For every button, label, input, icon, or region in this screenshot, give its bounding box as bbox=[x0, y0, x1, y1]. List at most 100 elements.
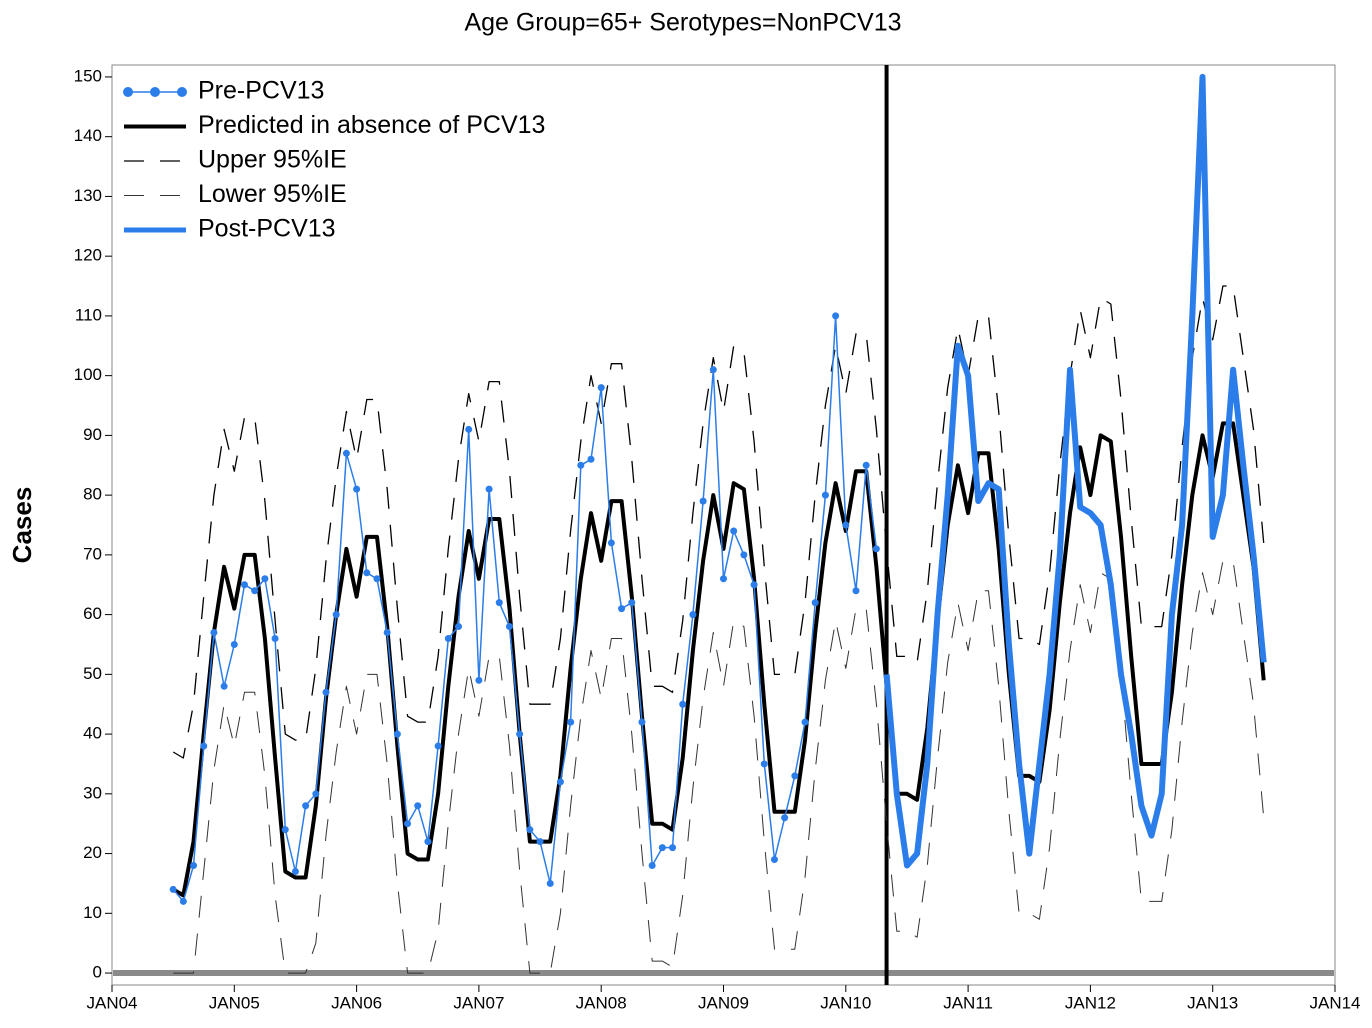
series-marker bbox=[291, 867, 299, 875]
series-marker bbox=[281, 826, 289, 834]
series-marker bbox=[169, 885, 177, 893]
series-marker bbox=[679, 700, 687, 708]
series-marker bbox=[251, 587, 259, 595]
legend-label: Pre-PCV13 bbox=[198, 77, 324, 105]
x-tick-label: JAN06 bbox=[331, 993, 382, 1012]
series-marker bbox=[322, 688, 330, 696]
series-marker bbox=[862, 461, 870, 469]
series-marker bbox=[750, 581, 758, 589]
series-marker bbox=[648, 862, 656, 870]
series-marker bbox=[811, 599, 819, 607]
y-tick-label: 0 bbox=[93, 963, 102, 982]
series-marker bbox=[638, 718, 646, 726]
y-tick-label: 40 bbox=[83, 724, 102, 743]
series-marker bbox=[434, 742, 442, 750]
series-marker bbox=[383, 629, 391, 637]
series-marker bbox=[516, 730, 524, 738]
y-axis-label: Cases bbox=[7, 487, 37, 564]
y-tick-label: 30 bbox=[83, 783, 102, 802]
legend-label: Lower 95%IE bbox=[198, 180, 347, 208]
series-marker bbox=[302, 802, 310, 810]
x-tick-label: JAN14 bbox=[1309, 993, 1360, 1012]
series-marker bbox=[791, 772, 799, 780]
series-marker bbox=[230, 640, 238, 648]
y-tick-label: 120 bbox=[74, 246, 102, 265]
chart-title: Age Group=65+ Serotypes=NonPCV13 bbox=[464, 9, 901, 37]
legend-label: Upper 95%IE bbox=[198, 146, 347, 174]
series-marker bbox=[190, 862, 198, 870]
series-line bbox=[172, 285, 1265, 759]
series-marker bbox=[505, 623, 513, 631]
x-tick-label: JAN05 bbox=[209, 993, 260, 1012]
x-tick-label: JAN10 bbox=[820, 993, 871, 1012]
series-marker bbox=[740, 551, 748, 559]
series-marker bbox=[179, 897, 187, 905]
y-tick-label: 50 bbox=[83, 664, 102, 683]
x-tick-label: JAN04 bbox=[86, 993, 137, 1012]
series-marker bbox=[852, 587, 860, 595]
series-marker bbox=[342, 449, 350, 457]
y-tick-label: 20 bbox=[83, 843, 102, 862]
series-marker bbox=[312, 790, 320, 798]
series-marker bbox=[709, 366, 717, 374]
series-marker bbox=[404, 820, 412, 828]
series-marker bbox=[271, 635, 279, 643]
series-marker bbox=[669, 844, 677, 852]
series-marker bbox=[821, 491, 829, 499]
series-marker bbox=[546, 879, 554, 887]
series-marker bbox=[465, 425, 473, 433]
series-marker bbox=[332, 611, 340, 619]
series-marker bbox=[781, 814, 789, 822]
legend-marker bbox=[177, 87, 187, 97]
series-line bbox=[172, 315, 878, 903]
series-marker bbox=[455, 623, 463, 631]
series-marker bbox=[363, 569, 371, 577]
series-marker bbox=[597, 384, 605, 392]
y-tick-label: 150 bbox=[74, 66, 102, 85]
series-marker bbox=[628, 599, 636, 607]
series-marker bbox=[373, 575, 381, 583]
x-tick-label: JAN11 bbox=[943, 993, 993, 1012]
series-marker bbox=[689, 611, 697, 619]
legend-label: Post-PCV13 bbox=[198, 215, 336, 243]
y-tick-label: 110 bbox=[75, 305, 102, 324]
y-tick-label: 60 bbox=[83, 604, 102, 623]
series-line bbox=[883, 73, 1267, 869]
series-marker bbox=[444, 635, 452, 643]
x-tick-label: JAN09 bbox=[698, 993, 749, 1012]
series-marker bbox=[770, 856, 778, 864]
x-tick-label: JAN07 bbox=[453, 993, 504, 1012]
series-marker bbox=[495, 599, 503, 607]
series-marker bbox=[536, 838, 544, 846]
series-marker bbox=[720, 575, 727, 583]
legend-label: Predicted in absence of PCV13 bbox=[198, 111, 545, 139]
y-tick-label: 10 bbox=[83, 903, 102, 922]
series-marker bbox=[556, 778, 564, 786]
series-marker bbox=[414, 802, 422, 810]
y-tick-label: 90 bbox=[83, 425, 102, 444]
y-tick-label: 100 bbox=[74, 365, 102, 384]
series-marker bbox=[210, 629, 218, 637]
x-tick-label: JAN12 bbox=[1065, 993, 1116, 1012]
x-tick-label: JAN13 bbox=[1187, 993, 1238, 1012]
series-marker bbox=[760, 760, 768, 768]
series-marker bbox=[424, 838, 432, 846]
series-marker bbox=[393, 730, 401, 738]
series-marker bbox=[577, 461, 585, 469]
series-marker bbox=[220, 682, 228, 690]
series-marker bbox=[485, 485, 493, 493]
series-marker bbox=[526, 826, 534, 834]
series-marker bbox=[832, 312, 840, 320]
series-marker bbox=[842, 521, 850, 529]
y-tick-label: 140 bbox=[74, 126, 102, 145]
series-marker bbox=[801, 718, 809, 726]
series-line bbox=[172, 421, 1266, 898]
series-marker bbox=[353, 485, 361, 493]
series-marker bbox=[730, 527, 738, 535]
series-marker bbox=[607, 539, 615, 547]
series-marker bbox=[699, 497, 707, 505]
series-marker bbox=[475, 676, 483, 684]
legend-marker bbox=[150, 87, 160, 97]
